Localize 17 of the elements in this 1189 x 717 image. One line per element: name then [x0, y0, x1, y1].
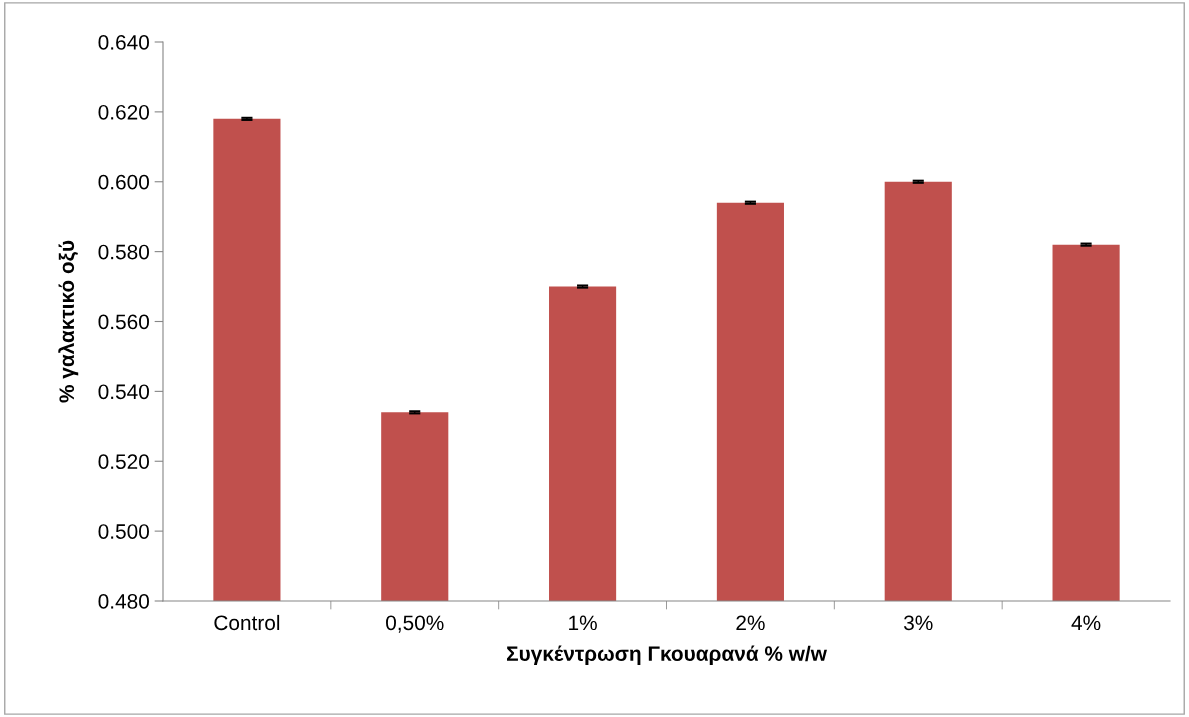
- y-tick-label: 0.500: [98, 524, 149, 539]
- y-tick-label: 0.520: [98, 454, 149, 469]
- y-tick-label: 0.600: [98, 174, 149, 190]
- x-tick-label: 4%: [1071, 615, 1101, 631]
- y-tick-label: 0.620: [98, 104, 149, 120]
- x-tick-label: 1%: [569, 615, 597, 631]
- x-axis-title: Συγκέντρωση Γκουαρανά % w/w: [506, 645, 827, 666]
- x-tick-label: 0,50%: [386, 615, 444, 633]
- y-tick-label: 0.580: [98, 244, 149, 260]
- x-tick-label: 2%: [736, 615, 765, 631]
- y-tick-label: 0.560: [98, 314, 149, 330]
- x-tick-label: 3%: [903, 615, 933, 631]
- y-tick-label: 0.540: [98, 384, 149, 400]
- y-axis-title: % γαλακτικό οξύ: [58, 240, 79, 403]
- y-tick-label: 0.480: [98, 594, 149, 609]
- y-tick-label: 0.640: [98, 35, 149, 50]
- x-tick-label: Control: [214, 614, 280, 631]
